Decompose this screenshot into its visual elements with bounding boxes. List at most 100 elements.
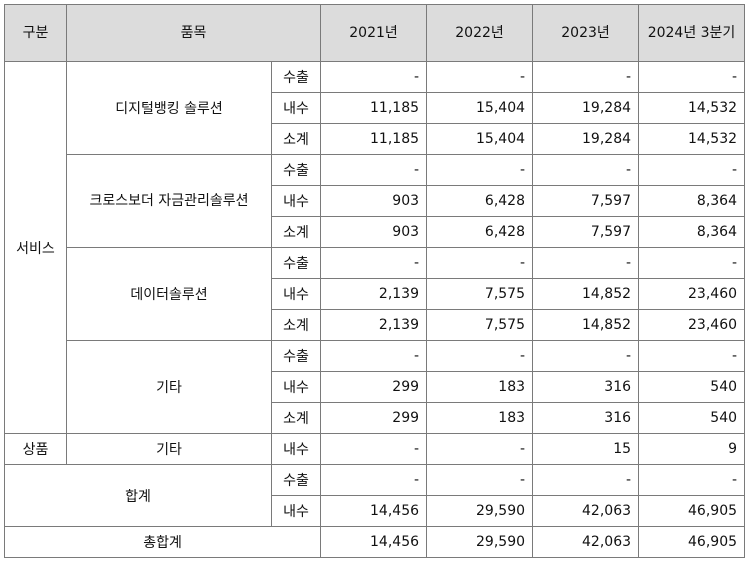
value-cell: 14,852 bbox=[532, 278, 640, 310]
header-item: 품목 bbox=[65, 4, 322, 62]
value-cell: - bbox=[426, 61, 534, 93]
value-cell: - bbox=[532, 61, 640, 93]
value-cell: - bbox=[426, 433, 534, 465]
value-cell: - bbox=[426, 464, 534, 496]
value-cell: 46,905 bbox=[638, 495, 746, 527]
value-cell: - bbox=[426, 154, 534, 186]
header-year: 2021년 bbox=[320, 4, 428, 62]
value-cell: 15 bbox=[532, 433, 640, 465]
row-type-cell: 소계 bbox=[270, 123, 322, 155]
row-type-cell: 수출 bbox=[270, 154, 322, 186]
table-row: 소계 903 6,428 7,597 8,364 bbox=[5, 216, 746, 248]
row-type-cell: 내수 bbox=[270, 185, 322, 217]
value-cell: 8,364 bbox=[638, 216, 746, 248]
value-cell: 46,905 bbox=[638, 526, 746, 558]
value-cell: 540 bbox=[638, 371, 746, 403]
value-cell: 14,456 bbox=[320, 495, 428, 527]
value-cell: 316 bbox=[532, 371, 640, 403]
grand-total-label-cell: 총합계 bbox=[3, 526, 322, 558]
header-category: 구분 bbox=[4, 4, 67, 62]
row-type-cell: 수출 bbox=[270, 464, 322, 496]
value-cell: - bbox=[532, 247, 640, 279]
value-cell: 42,063 bbox=[532, 526, 640, 558]
item-name-cell: 크로스보더 자금관리솔루션 bbox=[66, 154, 272, 248]
row-type-cell: 내수 bbox=[270, 433, 322, 465]
value-cell: - bbox=[320, 464, 428, 496]
value-cell: 903 bbox=[320, 216, 428, 248]
value-cell: - bbox=[320, 247, 428, 279]
value-cell: - bbox=[320, 340, 428, 372]
value-cell: 7,575 bbox=[426, 278, 534, 310]
row-type-cell: 내수 bbox=[270, 495, 322, 527]
row-type-cell: 소계 bbox=[270, 309, 322, 341]
value-cell: - bbox=[638, 340, 746, 372]
table-row: 합계 수출 - - - - bbox=[4, 464, 746, 527]
value-cell: - bbox=[426, 247, 534, 279]
value-cell: 6,428 bbox=[426, 185, 534, 217]
table-row: 총합계 14,456 29,590 42,063 46,905 bbox=[3, 526, 746, 558]
item-name-cell: 기타 bbox=[66, 340, 272, 434]
row-type-cell: 수출 bbox=[270, 61, 322, 93]
value-cell: 2,139 bbox=[320, 278, 428, 310]
table-row: 내수 2,139 7,575 14,852 23,460 bbox=[5, 278, 746, 310]
value-cell: 299 bbox=[320, 402, 428, 434]
value-cell: 23,460 bbox=[638, 278, 746, 310]
value-cell: 14,852 bbox=[532, 309, 640, 341]
table-row: 서비스 디지털뱅킹 솔루션 수출 - - - - bbox=[4, 61, 746, 434]
value-cell: 15,404 bbox=[426, 92, 534, 124]
value-cell: - bbox=[320, 433, 428, 465]
value-cell: 316 bbox=[532, 402, 640, 434]
sales-table: 구분 품목 2021년 2022년 2023년 2024년 3분기 서비스 디지… bbox=[3, 4, 746, 558]
header-year: 2024년 3분기 bbox=[638, 4, 746, 62]
value-cell: 14,532 bbox=[638, 92, 746, 124]
value-cell: 7,597 bbox=[532, 216, 640, 248]
value-cell: 540 bbox=[638, 402, 746, 434]
value-cell: 6,428 bbox=[426, 216, 534, 248]
value-cell: - bbox=[532, 340, 640, 372]
value-cell: - bbox=[320, 61, 428, 93]
row-type-cell: 수출 bbox=[270, 247, 322, 279]
value-cell: 29,590 bbox=[426, 495, 534, 527]
table-row: 소계 11,185 15,404 19,284 14,532 bbox=[5, 123, 746, 155]
value-cell: 19,284 bbox=[532, 123, 640, 155]
table-row: 소계 2,139 7,575 14,852 23,460 bbox=[5, 309, 746, 341]
value-cell: 7,575 bbox=[426, 309, 534, 341]
row-type-cell: 수출 bbox=[270, 340, 322, 372]
value-cell: 9 bbox=[638, 433, 746, 465]
header-year: 2023년 bbox=[532, 4, 640, 62]
value-cell: 7,597 bbox=[532, 185, 640, 217]
value-cell: 299 bbox=[320, 371, 428, 403]
value-cell: 8,364 bbox=[638, 185, 746, 217]
item-name-cell: 기타 bbox=[66, 433, 272, 465]
value-cell: 15,404 bbox=[426, 123, 534, 155]
value-cell: - bbox=[638, 464, 746, 496]
header-row: 구분 품목 2021년 2022년 2023년 2024년 3분기 bbox=[4, 4, 746, 62]
total-label-cell: 합계 bbox=[4, 464, 272, 527]
value-cell: - bbox=[638, 61, 746, 93]
table-row: 데이터솔루션 수출 - - - - bbox=[5, 247, 746, 341]
value-cell: 11,185 bbox=[320, 123, 428, 155]
row-type-cell: 내수 bbox=[270, 92, 322, 124]
value-cell: 11,185 bbox=[320, 92, 428, 124]
value-cell: 903 bbox=[320, 185, 428, 217]
row-type-cell: 내수 bbox=[270, 278, 322, 310]
header-year: 2022년 bbox=[426, 4, 534, 62]
value-cell: - bbox=[532, 464, 640, 496]
row-type-cell: 소계 bbox=[270, 216, 322, 248]
table-row: 기타 수출 - - - - bbox=[5, 340, 746, 434]
value-cell: 29,590 bbox=[426, 526, 534, 558]
value-cell: - bbox=[532, 154, 640, 186]
table-row: 내수 11,185 15,404 19,284 14,532 bbox=[5, 92, 746, 124]
table-row: 내수 903 6,428 7,597 8,364 bbox=[5, 185, 746, 217]
value-cell: 183 bbox=[426, 402, 534, 434]
value-cell: - bbox=[320, 154, 428, 186]
value-cell: - bbox=[638, 154, 746, 186]
row-type-cell: 소계 bbox=[270, 402, 322, 434]
value-cell: 23,460 bbox=[638, 309, 746, 341]
table-row: 크로스보더 자금관리솔루션 수출 - - - - bbox=[5, 154, 746, 248]
table-row: 상품 기타 내수 - - 15 9 bbox=[4, 433, 746, 465]
value-cell: 19,284 bbox=[532, 92, 640, 124]
value-cell: 2,139 bbox=[320, 309, 428, 341]
table-row: 내수 14,456 29,590 42,063 46,905 bbox=[5, 495, 746, 527]
value-cell: 183 bbox=[426, 371, 534, 403]
